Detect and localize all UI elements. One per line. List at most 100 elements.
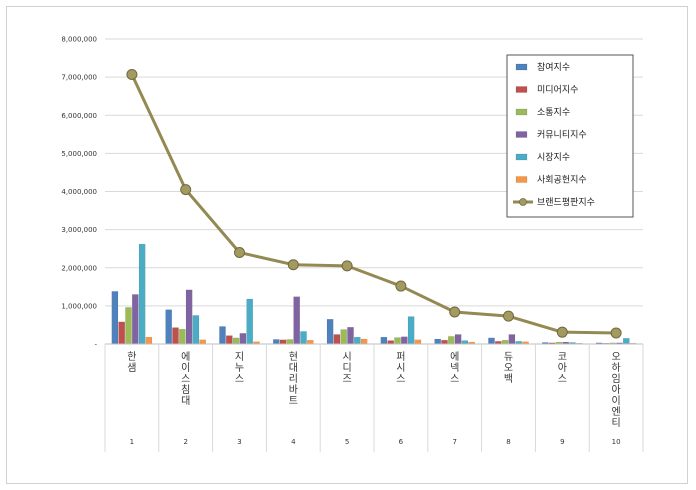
bar: [394, 337, 401, 345]
bar: [360, 338, 368, 345]
rank-label: 9: [560, 438, 564, 446]
rank-label: 8: [506, 438, 510, 446]
bar: [219, 326, 226, 345]
bar: [407, 316, 415, 345]
bar: [286, 339, 294, 345]
line-point: [180, 184, 192, 196]
bar: [414, 339, 422, 345]
y-tick-label: 5,000,000: [61, 150, 97, 158]
bar: [279, 339, 287, 345]
bar: [232, 337, 240, 345]
bar: [488, 337, 495, 345]
bar: [508, 334, 516, 345]
line-point: [126, 68, 138, 80]
bar: [246, 298, 254, 345]
legend-swatch: [515, 108, 528, 116]
legend-swatch: [515, 131, 528, 138]
bar: [111, 291, 119, 345]
bar: [239, 333, 247, 345]
line-point: [287, 259, 299, 271]
bar: [623, 338, 630, 345]
bar: [380, 336, 388, 345]
bar: [273, 339, 280, 345]
bar: [300, 331, 307, 345]
legend-swatch: [515, 176, 528, 183]
legend-label: 커뮤니티지수: [537, 130, 587, 141]
y-tick-label: 7,000,000: [61, 74, 97, 82]
reputation-line: [130, 73, 617, 335]
bar: [434, 338, 442, 345]
bar: [125, 307, 132, 345]
bar: [326, 319, 334, 345]
bar: [401, 336, 408, 345]
bar: [178, 328, 186, 345]
y-tick-label: 6,000,000: [61, 112, 97, 120]
bar: [454, 334, 462, 345]
legend-swatch: [515, 86, 528, 93]
y-tick-label: 2,000,000: [61, 264, 97, 272]
rank-label: 1: [130, 438, 134, 446]
bar: [192, 315, 200, 345]
y-tick-label: 4,000,000: [61, 188, 97, 196]
bar: [441, 339, 448, 345]
bar: [225, 335, 233, 345]
line-point: [503, 310, 514, 322]
bar: [199, 339, 207, 345]
bar: [307, 339, 314, 345]
legend-label: 시장지수: [537, 152, 570, 163]
bar: [293, 296, 301, 345]
bar: [118, 321, 125, 345]
brand-reputation-chart: - 1,000,000 2,000,000 3,000,000 4,000,000 5,0…: [61, 36, 644, 452]
line-point: [610, 327, 622, 339]
rank-label: 5: [345, 438, 349, 446]
bar: [172, 327, 179, 345]
bar: [185, 289, 193, 345]
line-point: [556, 326, 568, 338]
y-tick-label: 1,000,000: [61, 302, 97, 310]
line-point: [449, 306, 461, 318]
bar: [138, 243, 146, 345]
chart-frame: - 1,000,000 2,000,000 3,000,000 4,000,000 5,0…: [6, 6, 688, 484]
bar: [461, 340, 469, 345]
line-point: [234, 247, 245, 258]
rank-label: 6: [399, 438, 404, 446]
rank-label: 3: [237, 438, 241, 446]
rank-label: 4: [291, 438, 296, 446]
legend-box: [506, 54, 634, 218]
legend-label: 소통지수: [537, 107, 570, 118]
line-point: [341, 260, 353, 272]
y-tick-label: -: [94, 341, 97, 349]
legend-swatch: [515, 153, 528, 161]
legend-label: 브랜드평판지수: [537, 197, 595, 208]
bar: [448, 336, 455, 345]
legend-marker: [519, 198, 527, 206]
legend-label: 사회공헌지수: [537, 175, 587, 186]
bar: [333, 334, 341, 345]
bar: [131, 294, 139, 345]
bar: [145, 336, 153, 345]
bar: [387, 340, 395, 345]
rank-label: 7: [452, 438, 456, 446]
bar: [165, 309, 173, 345]
legend-swatch: [515, 63, 528, 71]
line-point: [395, 280, 407, 292]
legend-label: 미디어지수: [537, 85, 578, 96]
y-tick-label: 3,000,000: [61, 226, 97, 234]
bar: [501, 339, 509, 345]
rank-label: 2: [183, 438, 187, 446]
legend-label: 참여지수: [537, 61, 570, 73]
bar: [340, 329, 348, 345]
bar: [354, 336, 361, 345]
rank-label: 10: [612, 438, 621, 446]
bar: [347, 327, 354, 345]
